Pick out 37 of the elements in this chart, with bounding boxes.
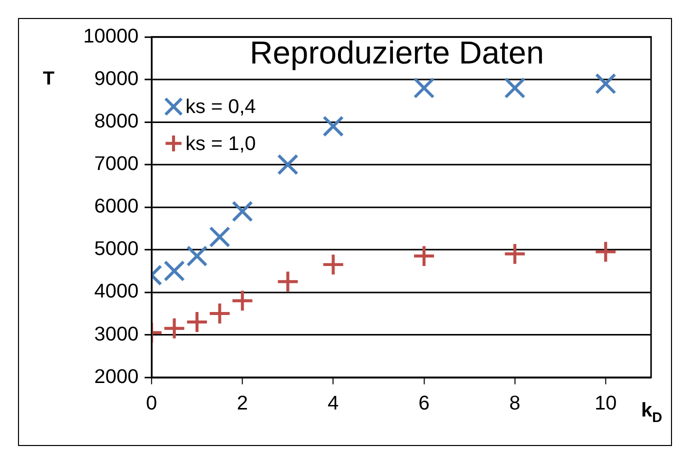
point [232,200,254,222]
point [322,116,344,137]
x-tick-label: 4 [328,392,339,415]
point [412,244,436,268]
y-tick-label: 5000 [94,238,139,260]
point [186,245,208,267]
legend-label: ks = 1,0 [185,132,256,155]
point [164,260,185,282]
y-tick-label: 6000 [94,196,139,218]
point [594,73,616,94]
y-tick-label: 3000 [94,323,139,346]
x-tick-label: 10 [594,392,617,415]
y-axis-title: T [42,68,55,90]
x-tick-label: 0 [146,392,158,415]
y-tick-label: 7000 [94,153,139,176]
chart-title: Reproduzierte Daten [250,34,544,71]
point [277,154,298,176]
x-tick-label: 8 [509,392,520,415]
point [503,242,526,266]
point [186,310,208,334]
point [322,253,345,276]
x-tick-label: 2 [236,392,248,415]
point [162,316,186,340]
point [413,77,435,99]
point [208,302,232,325]
point [594,240,618,264]
y-tick-label: 10000 [83,25,139,48]
point [504,77,526,99]
y-tick-label: 2000 [94,366,139,388]
y-tick-label: 4000 [94,280,139,303]
point [230,289,254,312]
point [209,226,230,248]
legend-label: ks = 0,4 [185,96,256,118]
y-tick-label: 9000 [94,68,139,90]
point [276,270,300,294]
y-tick-label: 8000 [94,110,139,132]
x-tick-label: 6 [418,392,430,415]
